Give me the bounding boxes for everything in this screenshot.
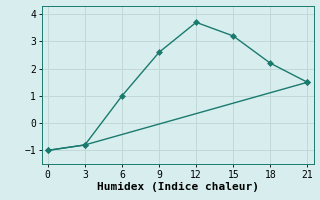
- X-axis label: Humidex (Indice chaleur): Humidex (Indice chaleur): [97, 182, 259, 192]
